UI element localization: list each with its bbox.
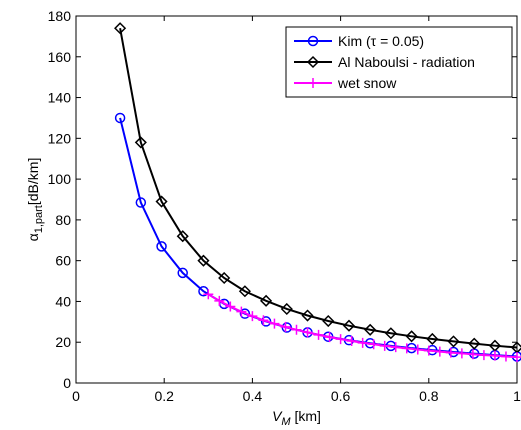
data-point [364, 323, 377, 336]
data-point [445, 347, 456, 358]
legend-box [285, 26, 513, 98]
x-tick-label: 0.4 [243, 388, 263, 404]
data-point [478, 350, 489, 361]
series-line [119, 28, 518, 349]
legend-label: Al Naboulsi - radiation [338, 54, 475, 70]
data-point [155, 195, 168, 208]
y-axis-label: α1,part[dB/km] [25, 158, 45, 242]
data-point [134, 136, 147, 149]
data-point [322, 314, 335, 328]
legend-label: wet snow [337, 75, 397, 91]
data-point [260, 294, 273, 307]
y-tick-label: 0 [63, 375, 71, 391]
legend-marker [307, 35, 319, 47]
series-layer [114, 22, 521, 363]
y-axis: 0 20 40 60 80 100 120 140 160 180 [48, 8, 517, 391]
data-point [434, 346, 445, 357]
legend-entry: Kim (τ = 0.05) [294, 33, 424, 49]
data-point [489, 350, 500, 361]
data-point [177, 267, 188, 279]
x-axis-label-unit: [km] [291, 408, 321, 424]
x-axis-label: VM [km] [272, 408, 321, 428]
y-tick-label: 100 [48, 171, 72, 187]
data-point [468, 337, 481, 350]
data-point [197, 254, 210, 267]
data-point [423, 345, 434, 356]
data-point [357, 337, 368, 348]
legend-entry: wet snow [294, 75, 397, 91]
data-point [302, 327, 313, 338]
data-point [335, 334, 346, 345]
y-tick-label: 80 [55, 212, 71, 228]
y-tick-label: 120 [48, 130, 72, 146]
data-point [390, 342, 401, 353]
data-point [114, 112, 126, 124]
data-point [512, 352, 521, 363]
data-point [426, 332, 439, 346]
data-point [384, 327, 397, 340]
y-tick-label: 160 [48, 49, 72, 65]
data-point [313, 329, 324, 340]
data-point [218, 271, 231, 285]
data-point [342, 319, 356, 332]
legend-label: Kim (τ = 0.05) [338, 33, 424, 49]
y-axis-label-unit: [dB/km] [25, 158, 41, 205]
data-point [301, 309, 314, 322]
x-axis: 0 0.2 0.4 0.6 0.8 1 [72, 16, 521, 404]
data-point [346, 335, 357, 346]
legend-marker [308, 78, 318, 88]
data-point [291, 324, 302, 335]
data-point [258, 315, 269, 326]
y-tick-label: 40 [55, 293, 71, 309]
series-3 [203, 289, 521, 363]
data-point [447, 335, 460, 348]
data-point [225, 301, 236, 312]
data-point [214, 295, 225, 306]
y-tick-label: 60 [55, 253, 71, 269]
x-axis-label-main: V [272, 408, 283, 424]
y-axis-label-sub: 1,part [33, 205, 45, 233]
data-point [269, 318, 280, 329]
data-point [236, 306, 247, 317]
data-point [135, 197, 147, 208]
data-point [238, 285, 251, 298]
x-tick-label: 0.6 [331, 388, 351, 404]
legend: Kim (τ = 0.05) Al Naboulsi - radiation wet… [285, 26, 513, 98]
data-point [401, 343, 412, 354]
data-point [247, 311, 258, 322]
x-tick-label: 0 [72, 388, 80, 404]
data-point [156, 241, 167, 252]
data-point [500, 351, 511, 362]
data-point [412, 344, 423, 355]
data-point [280, 302, 293, 316]
y-tick-label: 20 [55, 334, 71, 350]
data-point [368, 339, 379, 350]
data-point [203, 289, 214, 300]
x-axis-label-sub: M [281, 416, 291, 428]
data-point [467, 349, 478, 360]
series-2 [114, 22, 521, 354]
y-tick-label: 140 [48, 90, 72, 106]
data-point [114, 22, 127, 35]
y-tick-label: 180 [48, 8, 72, 24]
data-point [456, 348, 467, 359]
x-tick-label: 0.8 [419, 388, 439, 404]
data-point [280, 321, 291, 332]
x-tick-label: 1 [513, 388, 521, 404]
data-point [405, 330, 418, 343]
data-point [379, 340, 390, 351]
legend-marker [306, 55, 320, 69]
data-point [176, 230, 189, 243]
x-tick-label: 0.2 [154, 388, 174, 404]
data-point [324, 332, 335, 343]
data-point [239, 308, 251, 319]
legend-entry: Al Naboulsi - radiation [294, 54, 475, 70]
y-axis-label-main: α [25, 233, 41, 241]
